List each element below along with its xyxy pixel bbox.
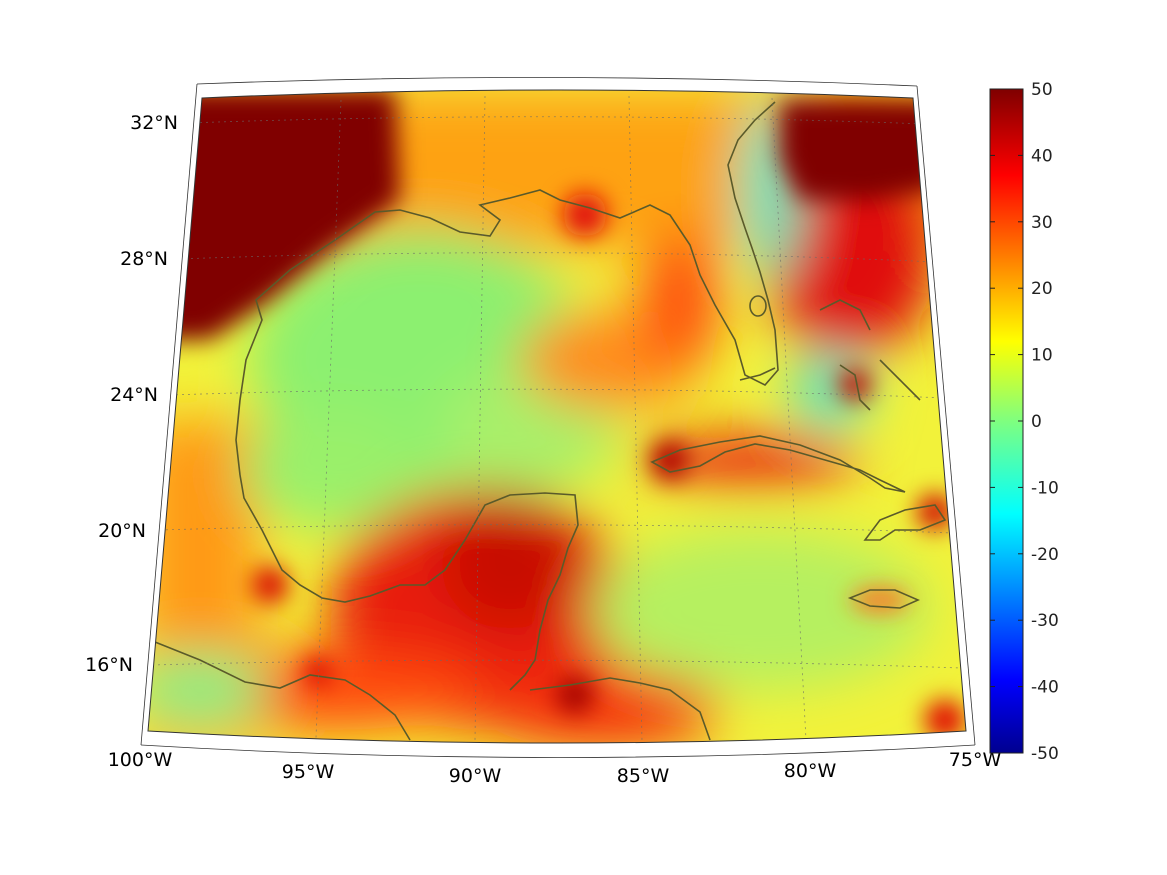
colorbar-tick-label: 50 (1031, 80, 1053, 100)
colorbar-ticks: 50 40 30 20 10 0 -10 -20 -30 -40 -50 (990, 80, 1059, 764)
lon-label: 85°W (617, 765, 670, 787)
lat-label: 24°N (110, 384, 158, 406)
colorbar-tick-label: 30 (1031, 213, 1053, 233)
coastline (154, 101, 947, 741)
anomaly-field (148, 90, 966, 743)
latitude-labels: 32°N 28°N 24°N 20°N 16°N (85, 112, 178, 676)
colorbar-tick-label: -30 (1031, 611, 1059, 631)
colorbar-tick-label: 20 (1031, 279, 1053, 299)
colorbar-tick-label: -10 (1031, 478, 1059, 498)
longitude-labels: 100°W 95°W 90°W 85°W 80°W 75°W (108, 749, 1002, 787)
colorbar-tick-label: -40 (1031, 678, 1059, 698)
lon-label: 75°W (949, 749, 1002, 771)
lon-label: 90°W (449, 765, 502, 787)
colorbar-tick-label: 10 (1031, 346, 1053, 366)
colorbar-tick-label: 40 (1031, 146, 1053, 166)
colorbar: 50 40 30 20 10 0 -10 -20 -30 -40 -50 (989, 80, 1059, 764)
colorbar-gradient (989, 88, 1024, 754)
graticule (151, 95, 962, 743)
lat-label: 16°N (85, 654, 133, 676)
lon-label: 95°W (282, 761, 335, 783)
lon-label: 80°W (784, 760, 837, 782)
lat-label: 28°N (120, 248, 168, 270)
lat-label: 20°N (98, 520, 146, 542)
lat-label: 32°N (130, 112, 178, 134)
colorbar-tick-label: -50 (1031, 744, 1059, 764)
colorbar-tick-label: -20 (1031, 545, 1059, 565)
map-frame (140, 77, 976, 758)
lon-label: 100°W (108, 749, 173, 771)
colorbar-tick-label: 0 (1031, 412, 1042, 432)
